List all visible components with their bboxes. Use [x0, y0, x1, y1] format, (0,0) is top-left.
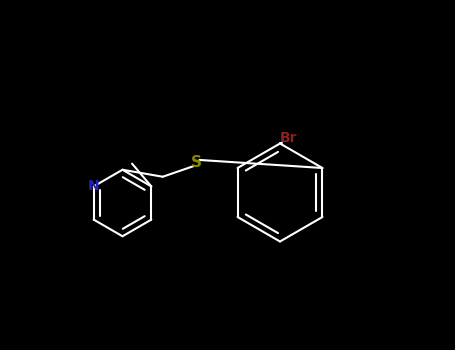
- Text: Br: Br: [280, 131, 298, 145]
- Text: S: S: [191, 155, 202, 170]
- Text: N: N: [88, 179, 100, 193]
